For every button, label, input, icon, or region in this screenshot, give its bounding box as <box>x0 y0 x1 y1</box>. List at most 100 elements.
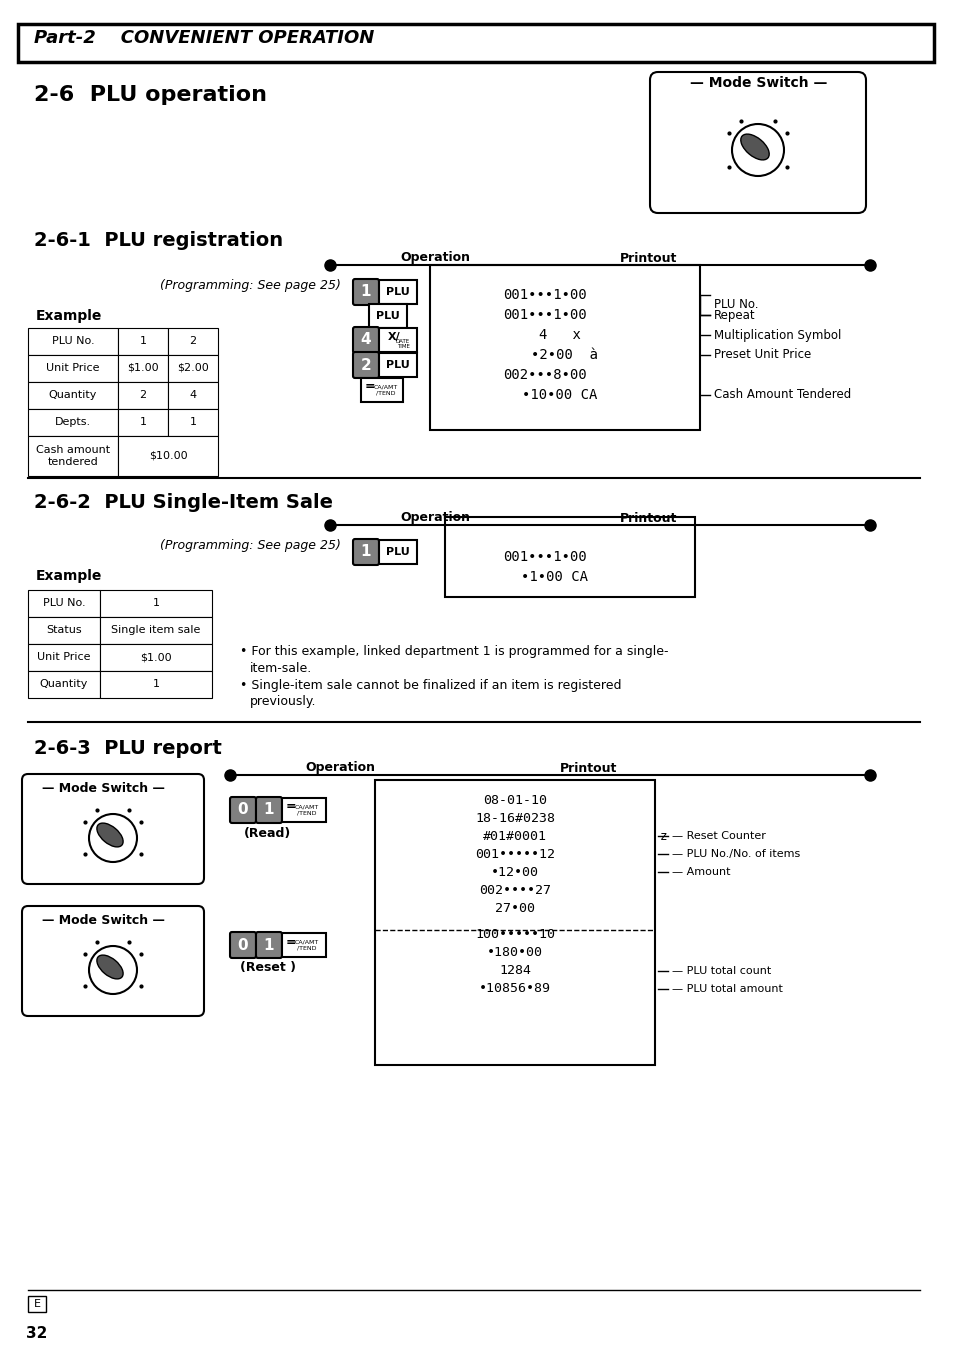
Ellipse shape <box>97 954 123 979</box>
Ellipse shape <box>740 134 768 159</box>
Bar <box>168 409 218 436</box>
Text: 002•••8•00: 002•••8•00 <box>502 369 586 382</box>
FancyBboxPatch shape <box>22 906 204 1017</box>
FancyBboxPatch shape <box>353 352 378 378</box>
Text: Preset Unit Price: Preset Unit Price <box>713 348 810 362</box>
Text: DATE
TIME: DATE TIME <box>395 339 410 350</box>
Text: 1: 1 <box>263 937 274 953</box>
Bar <box>28 382 118 409</box>
Text: Operation: Operation <box>399 251 470 265</box>
Text: Example: Example <box>36 568 102 583</box>
Bar <box>100 590 212 617</box>
Bar <box>118 409 168 436</box>
Text: 0: 0 <box>237 937 248 953</box>
Text: (Programming: See page 25): (Programming: See page 25) <box>160 278 340 292</box>
Text: 1: 1 <box>263 802 274 818</box>
Text: 002••••27: 002••••27 <box>478 883 551 896</box>
Text: • For this example, linked department 1 is programmed for a single-: • For this example, linked department 1 … <box>240 645 668 659</box>
Text: =: = <box>285 936 296 949</box>
Bar <box>100 617 212 644</box>
Text: 08-01-10: 08-01-10 <box>482 794 546 806</box>
Text: 27•00: 27•00 <box>495 902 535 914</box>
Text: — Mode Switch —: — Mode Switch — <box>42 914 165 926</box>
Text: 001•••••12: 001•••••12 <box>475 848 555 860</box>
Bar <box>28 355 118 382</box>
Text: =: = <box>364 381 375 393</box>
Text: 1: 1 <box>139 336 147 346</box>
Text: 0: 0 <box>237 802 248 818</box>
FancyBboxPatch shape <box>353 327 378 352</box>
Text: Printout: Printout <box>619 251 677 265</box>
Text: PLU No.: PLU No. <box>51 336 94 346</box>
Text: •1•00 CA: •1•00 CA <box>521 570 588 585</box>
FancyBboxPatch shape <box>649 72 865 213</box>
Bar <box>28 409 118 436</box>
Text: — PLU No./No. of items: — PLU No./No. of items <box>671 849 800 859</box>
FancyBboxPatch shape <box>360 378 402 402</box>
Bar <box>168 382 218 409</box>
Text: Depts.: Depts. <box>55 417 91 427</box>
Text: (Programming: See page 25): (Programming: See page 25) <box>160 539 340 552</box>
Text: — PLU total count: — PLU total count <box>671 967 770 976</box>
Bar <box>28 644 100 671</box>
Text: Quantity: Quantity <box>49 390 97 400</box>
Circle shape <box>731 124 783 176</box>
Text: Single item sale: Single item sale <box>112 625 200 634</box>
Text: 1284: 1284 <box>498 964 531 977</box>
Bar <box>28 436 118 477</box>
Text: PLU: PLU <box>375 310 399 321</box>
Text: #01#0001: #01#0001 <box>482 829 546 842</box>
Text: $1.00: $1.00 <box>127 363 158 373</box>
Text: 2-6-3  PLU report: 2-6-3 PLU report <box>34 738 222 757</box>
FancyBboxPatch shape <box>430 265 700 431</box>
FancyBboxPatch shape <box>378 352 416 377</box>
FancyBboxPatch shape <box>378 279 416 304</box>
Text: 2-6  PLU operation: 2-6 PLU operation <box>34 85 267 105</box>
Text: Operation: Operation <box>305 761 375 775</box>
FancyBboxPatch shape <box>369 304 407 328</box>
Text: 1: 1 <box>152 679 159 688</box>
FancyBboxPatch shape <box>282 798 326 822</box>
Bar <box>168 355 218 382</box>
Text: Unit Price: Unit Price <box>37 652 91 662</box>
Text: (Read): (Read) <box>244 828 292 841</box>
Text: item-sale.: item-sale. <box>250 662 312 675</box>
Text: Part-2    CONVENIENT OPERATION: Part-2 CONVENIENT OPERATION <box>34 28 374 47</box>
Text: Example: Example <box>36 309 102 323</box>
Text: CA/AMT
/TEND: CA/AMT /TEND <box>374 385 397 396</box>
Bar <box>28 328 118 355</box>
Text: •10•00 CA: •10•00 CA <box>521 387 598 402</box>
Text: Unit Price: Unit Price <box>46 363 100 373</box>
FancyBboxPatch shape <box>282 933 326 957</box>
Text: •10856•89: •10856•89 <box>478 983 551 995</box>
Text: Quantity: Quantity <box>40 679 88 688</box>
Text: 1: 1 <box>152 598 159 608</box>
Bar <box>28 671 100 698</box>
Text: Status: Status <box>46 625 82 634</box>
Text: — Amount: — Amount <box>671 867 730 878</box>
FancyBboxPatch shape <box>444 517 695 597</box>
Text: Multiplication Symbol: Multiplication Symbol <box>713 328 841 342</box>
Bar <box>118 328 168 355</box>
Text: 2-6-1  PLU registration: 2-6-1 PLU registration <box>34 231 283 250</box>
Text: PLU No.: PLU No. <box>43 598 85 608</box>
FancyBboxPatch shape <box>255 931 282 958</box>
Text: •180•00: •180•00 <box>486 946 542 960</box>
Bar <box>118 382 168 409</box>
Text: 4: 4 <box>190 390 196 400</box>
Text: z: z <box>659 829 667 842</box>
Text: — PLU total amount: — PLU total amount <box>671 984 782 994</box>
Text: Operation: Operation <box>399 512 470 525</box>
Bar <box>100 644 212 671</box>
Text: 18-16#0238: 18-16#0238 <box>475 811 555 825</box>
Text: — Mode Switch —: — Mode Switch — <box>689 76 826 90</box>
FancyBboxPatch shape <box>18 24 933 62</box>
Text: 2: 2 <box>139 390 147 400</box>
Ellipse shape <box>97 824 123 846</box>
Text: 001•••1•00: 001•••1•00 <box>502 288 586 302</box>
Text: Printout: Printout <box>559 761 617 775</box>
Text: E: E <box>33 1299 40 1310</box>
Text: X/: X/ <box>387 332 400 342</box>
Text: 001•••1•00: 001•••1•00 <box>502 549 586 564</box>
Text: CA/AMT
/TEND: CA/AMT /TEND <box>294 940 319 950</box>
